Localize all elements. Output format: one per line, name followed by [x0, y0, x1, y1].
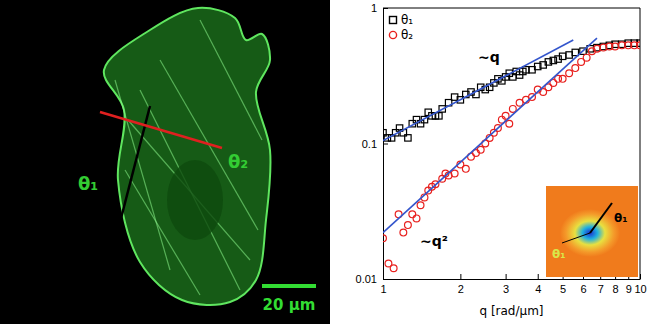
tick-label: 0.01 [356, 273, 377, 285]
y-axis: 0.01 0.1 1 [356, 2, 388, 285]
data-point [383, 235, 386, 242]
tick-label: 10 [634, 283, 646, 295]
x-axis: 1 2 3 4 5 678910 [380, 274, 646, 295]
data-point [462, 165, 469, 172]
legend: θ₁θ₂ [389, 13, 413, 42]
tick-label: 4 [535, 283, 541, 295]
data-point [612, 43, 619, 50]
fit-line [383, 40, 573, 141]
data-point [417, 202, 424, 209]
tick-label: 7 [598, 283, 604, 295]
tick: 7 [598, 274, 604, 295]
figure: θ₁θ₂20 μm123456789100.010.11q [rad/μm]θ₁… [0, 0, 649, 324]
tick-label: 8 [613, 283, 619, 295]
tick: 6 [580, 274, 586, 295]
theta2-direction [100, 112, 222, 148]
data-point [436, 113, 442, 119]
fft-inset: θ₁ θ₁ [546, 186, 638, 277]
stress-fibre [140, 90, 240, 290]
tick-label: 1 [380, 283, 386, 295]
micrograph: θ₁ θ₂ 20 μm [0, 0, 330, 324]
data-point [637, 42, 640, 49]
legend-marker [390, 17, 397, 24]
series [383, 40, 640, 141]
tick-label: 0.1 [362, 138, 377, 150]
tick: 1 [371, 2, 388, 14]
tick: 10 [634, 274, 646, 295]
tick-mark [460, 274, 461, 279]
data-point [509, 106, 516, 113]
data-point [559, 53, 565, 59]
fit-line [383, 38, 597, 233]
tick-label: 6 [580, 283, 586, 295]
data-point [506, 120, 513, 127]
data-point [477, 146, 484, 153]
tick: 3 [503, 274, 509, 295]
tick-mark [383, 144, 388, 145]
data-point [559, 75, 566, 82]
inset-spot [560, 209, 620, 257]
data-point [594, 45, 601, 52]
tick: 9 [626, 274, 632, 295]
tick-label: 3 [503, 283, 509, 295]
inset-axis-1 [590, 203, 612, 233]
tick-mark [506, 274, 507, 279]
stress-fibre [200, 20, 262, 140]
tick-mark [640, 274, 641, 279]
series [383, 42, 640, 272]
tick-label: 1 [371, 2, 377, 14]
data-point [409, 211, 416, 218]
chart: 1 2 3 4 5 678910 0.01 0.1 1 q [rad/μm] θ₁ θ₁ ~q ~q² θ₁… [356, 2, 647, 318]
micrograph-background [0, 0, 330, 324]
legend-label: θ₁ [401, 13, 413, 27]
stress-fibre [115, 80, 170, 270]
theta1-label: θ₁ [78, 173, 98, 194]
data-point [583, 54, 590, 61]
data-point [572, 65, 579, 72]
data-point [516, 99, 523, 106]
x-axis-title: q [rad/μm] [479, 304, 543, 318]
plot-area [383, 38, 640, 272]
tick: 0.01 [356, 273, 388, 285]
inset-label: θ₁ [552, 247, 566, 261]
legend-marker [389, 31, 396, 38]
data-point [451, 170, 458, 177]
data-point [390, 265, 397, 272]
frame-top [383, 8, 640, 9]
axis-line [384, 279, 641, 280]
annotation: ~q [478, 49, 500, 65]
cell-body [104, 8, 271, 305]
data-point [566, 52, 572, 58]
inset-axis-2 [562, 233, 590, 243]
tick-label: 9 [626, 283, 632, 295]
data-point [405, 135, 411, 141]
tick-mark [383, 8, 388, 9]
tick: 5 [560, 274, 566, 295]
theta2-label: θ₂ [228, 151, 248, 172]
tick: 8 [613, 274, 619, 295]
tick: 2 [458, 274, 464, 295]
legend-label: θ₂ [401, 28, 413, 42]
data-point [400, 229, 407, 236]
scale-bar-label: 20 μm [263, 296, 316, 314]
scale-bar [262, 284, 316, 288]
inset-label: θ₁ [614, 211, 628, 225]
data-point [566, 70, 573, 77]
annotation: ~q² [420, 233, 448, 249]
inset-background [546, 186, 638, 277]
tick-mark [383, 279, 388, 280]
tick-label: 2 [458, 283, 464, 295]
tick-label: 5 [560, 283, 566, 295]
tick: 4 [535, 274, 541, 295]
tick-mark [538, 274, 539, 279]
nucleus [167, 160, 223, 240]
data-point [405, 222, 412, 229]
data-point [413, 215, 420, 222]
